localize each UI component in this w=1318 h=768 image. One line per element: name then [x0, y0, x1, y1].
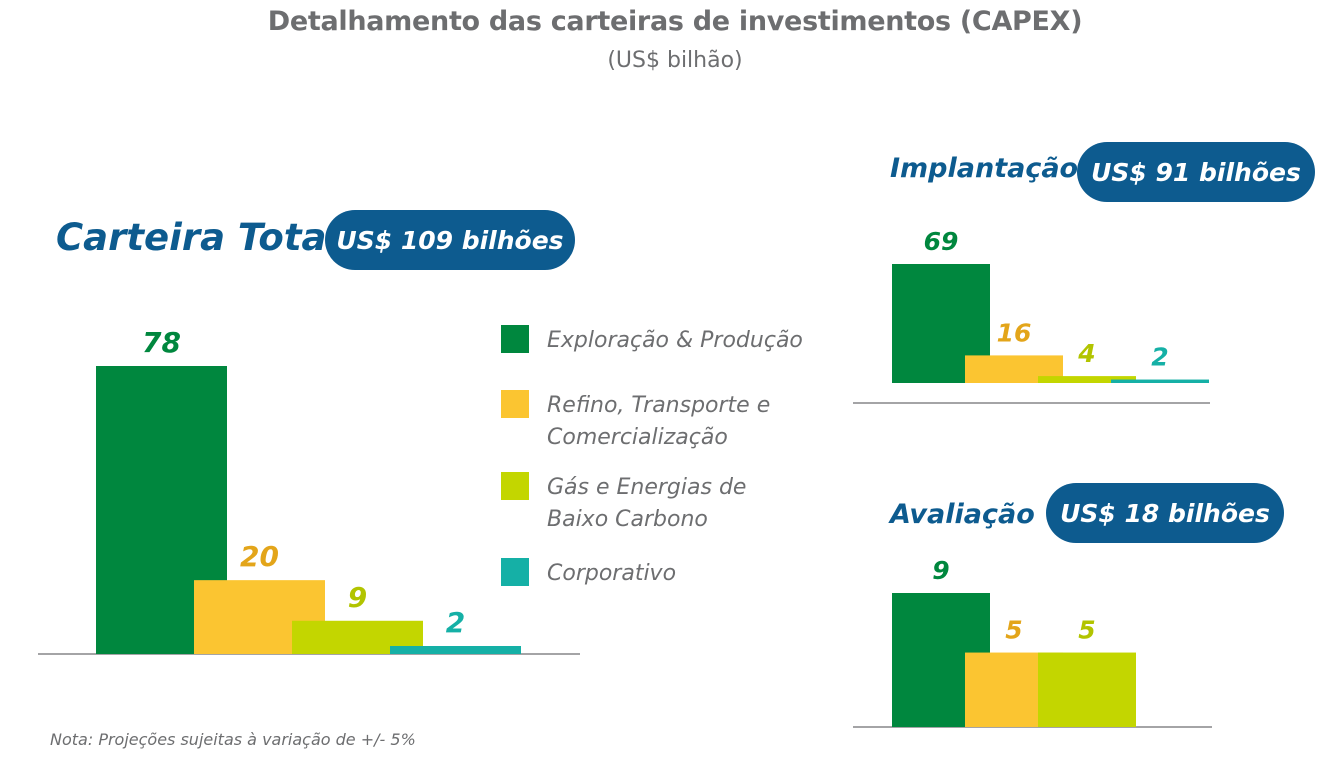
- legend-swatch-refino: [501, 390, 529, 418]
- legend-item-exploracao: Exploração & Produção: [501, 325, 837, 357]
- legend-item-corporativo: Corporativo: [501, 558, 837, 590]
- legend-item-gas: Gás e Energias de Baixo Carbono: [501, 472, 757, 536]
- avaliacao-value-label-2: 5: [1078, 616, 1095, 645]
- avaliacao-amount-badge: US$ 18 bilhões: [1046, 483, 1284, 543]
- total-value-label-1: 20: [240, 540, 279, 573]
- avaliacao-value-label-0: 9: [932, 556, 949, 585]
- legend-label-gas: Gás e Energias de Baixo Carbono: [547, 475, 747, 532]
- legend-label-refino: Refino, Transporte e Comercialização: [547, 393, 771, 450]
- implantacao-bar-2: [1038, 376, 1136, 383]
- avaliacao-bar-2: [1038, 652, 1136, 727]
- avaliacao-value-label-1: 5: [1005, 616, 1022, 645]
- footnote: Nota: Projeções sujeitas à variação de +…: [50, 730, 416, 749]
- total-value-label-2: 9: [348, 581, 367, 614]
- figure-title: Detalhamento das carteiras de investimen…: [267, 6, 1083, 37]
- implantacao-value-label-0: 69: [924, 227, 959, 256]
- implantacao-bar-3: [1111, 379, 1209, 383]
- implantacao-section-title: Implantação: [890, 153, 1079, 184]
- total-section-title: Carteira Total: [56, 216, 340, 259]
- legend-item-refino: Refino, Transporte e Comercialização: [501, 390, 787, 454]
- total-value-label-0: 78: [142, 326, 181, 359]
- total-bar-3: [390, 646, 521, 654]
- implantacao-value-label-1: 16: [997, 318, 1032, 347]
- implantacao-value-label-2: 4: [1077, 339, 1095, 368]
- legend-label-corporativo: Corporativo: [547, 561, 677, 586]
- legend-swatch-corporativo: [501, 558, 529, 586]
- avaliacao-section-title: Avaliação: [890, 499, 1035, 530]
- implantacao-amount-badge: US$ 91 bilhões: [1077, 142, 1315, 202]
- legend-label-exploracao: Exploração & Produção: [547, 328, 803, 353]
- figure-subtitle: (US$ bilhão): [607, 48, 743, 73]
- legend-swatch-exploracao: [501, 325, 529, 353]
- implantacao-value-label-3: 2: [1151, 343, 1168, 372]
- total-amount-badge: US$ 109 bilhões: [325, 210, 575, 270]
- total-value-label-3: 2: [446, 606, 465, 639]
- legend-swatch-gas: [501, 472, 529, 500]
